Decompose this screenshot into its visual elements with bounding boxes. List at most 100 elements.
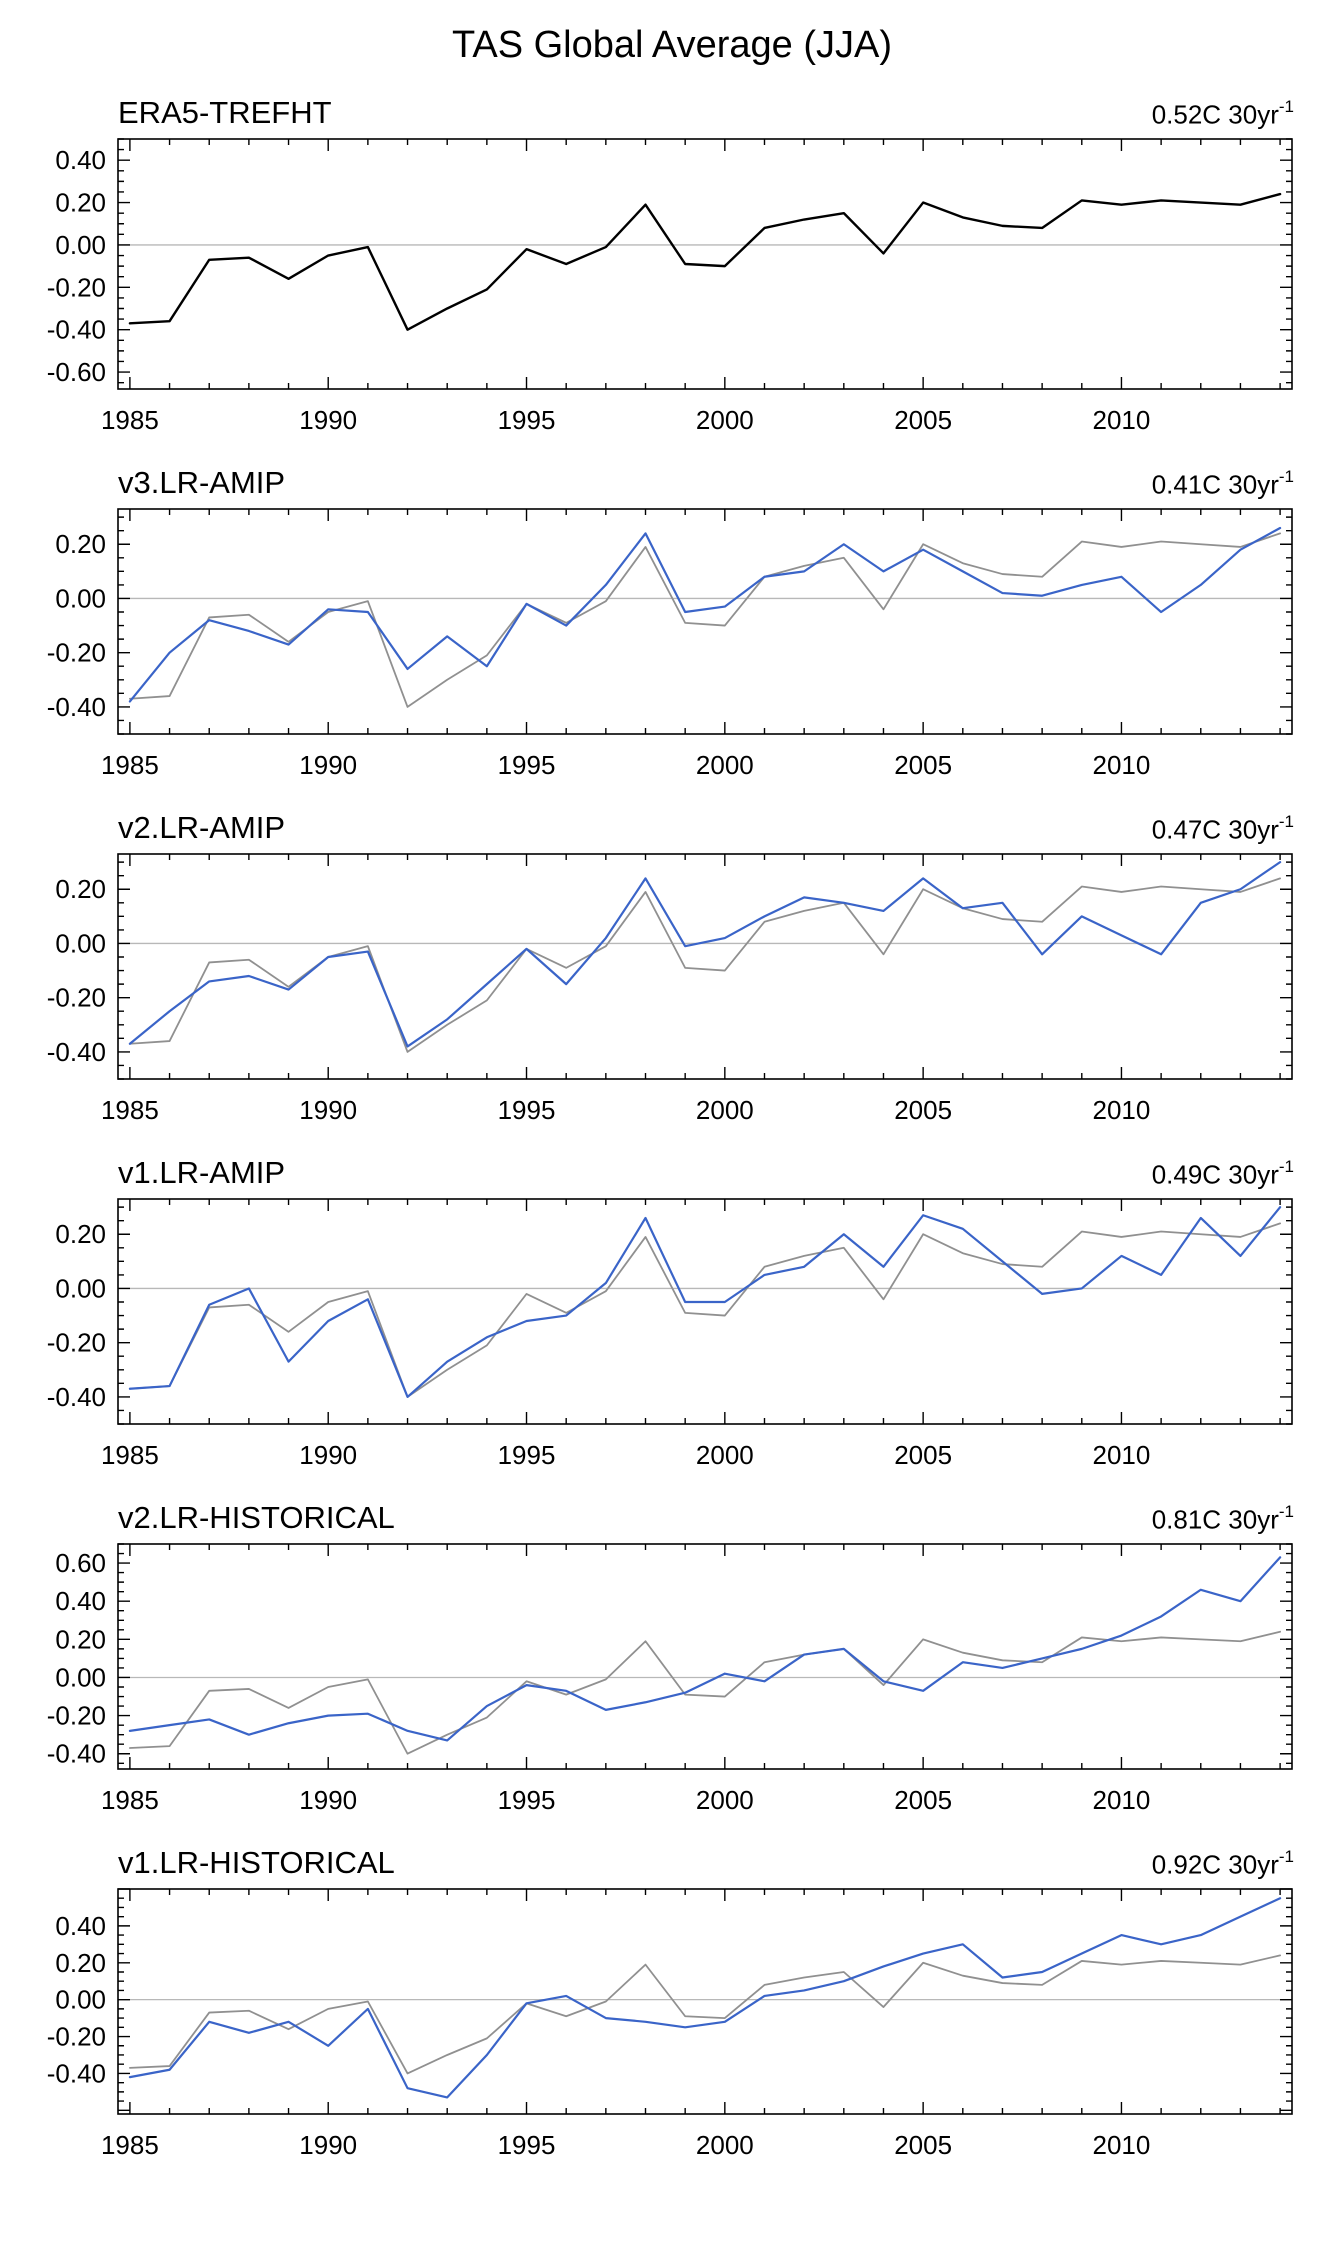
x-tick-label: 1995 bbox=[498, 2130, 556, 2160]
x-tick-label: 2005 bbox=[894, 1440, 952, 1470]
x-tick-label: 1995 bbox=[498, 1785, 556, 1815]
y-tick-label: -0.20 bbox=[47, 272, 106, 302]
rate-exponent: -1 bbox=[1278, 1847, 1294, 1867]
rate-text: 0.49C 30yr bbox=[1151, 1160, 1279, 1190]
panel-title: v1.LR-AMIP bbox=[118, 1155, 286, 1190]
chart-v2-lr-amip: 0.20 0.00 -0.20 -0.40 1985 1990 1995 2000 2005 20… bbox=[47, 853, 1293, 1125]
y-tick-label: 0.20 bbox=[55, 1948, 106, 1978]
trend-rate-label: 0.47C 30yr-1 bbox=[1151, 812, 1294, 846]
trend-rate-label: 0.81C 30yr-1 bbox=[1152, 1502, 1294, 1536]
x-tick-label: 2000 bbox=[696, 405, 754, 435]
y-tick-label: -0.40 bbox=[47, 315, 106, 345]
series-line-v2-lr-historical bbox=[128, 1556, 1282, 1742]
axis-ticks bbox=[118, 138, 1292, 389]
rate-exponent: -1 bbox=[1278, 812, 1294, 832]
y-tick-label: 0.00 bbox=[55, 1662, 106, 1692]
y-tick-label: 0.00 bbox=[55, 230, 106, 260]
panel-title: v3.LR-AMIP bbox=[118, 465, 286, 500]
x-tick-label: 2000 bbox=[696, 1095, 754, 1125]
y-tick-label: -0.20 bbox=[47, 983, 106, 1013]
y-tick-label: -0.40 bbox=[47, 1739, 106, 1769]
series-line-era5-trefht bbox=[128, 192, 1282, 331]
y-tick-label: 0.40 bbox=[55, 145, 106, 175]
y-tick-label: 0.00 bbox=[55, 1985, 106, 2015]
axis-ticks bbox=[118, 509, 1292, 735]
x-tick-label: 2010 bbox=[1093, 750, 1151, 780]
rate-exponent: -1 bbox=[1278, 1502, 1294, 1522]
rate-text: 0.52C 30yr bbox=[1151, 100, 1279, 130]
series-line-v1-lr-historical bbox=[128, 1897, 1282, 2099]
trend-rate-label: 0.49C 30yr-1 bbox=[1151, 1157, 1294, 1191]
y-tick-label: 0.20 bbox=[55, 529, 106, 559]
x-tick-label: 1990 bbox=[299, 1095, 357, 1125]
x-tick-label: 2005 bbox=[894, 750, 952, 780]
rate-text: 0.47C 30yr bbox=[1151, 815, 1279, 845]
x-tick-label: 2005 bbox=[894, 1095, 952, 1125]
axis-ticks bbox=[118, 1199, 1292, 1425]
plot-border bbox=[117, 1198, 1293, 1425]
x-tick-label: 1990 bbox=[299, 1440, 357, 1470]
series-line-v3-lr-amip bbox=[128, 526, 1282, 703]
panel-title: ERA5-TREFHT bbox=[118, 95, 332, 130]
plot-border bbox=[117, 1888, 1293, 2115]
chart-v1-lr-historical: 0.40 0.20 0.00 -0.20 -0.40 1985 1990 1995 2000 20… bbox=[47, 1888, 1293, 2160]
x-tick-label: 1990 bbox=[299, 1785, 357, 1815]
axis-ticks bbox=[118, 854, 1292, 1080]
plot-border bbox=[117, 508, 1293, 735]
panel-header: v3.LR-AMIP 0.41C 30yr-1 bbox=[0, 455, 1344, 501]
series-line-era5-trefht bbox=[128, 1954, 1282, 2075]
panel-v1-lr-historical: v1.LR-HISTORICAL 0.92C 30yr-1 0.40 0.20 0.… bbox=[0, 1835, 1344, 2166]
panel-v2-lr-historical: v2.LR-HISTORICAL 0.81C 30yr-1 0.60 0.40 0.… bbox=[0, 1490, 1344, 1821]
panel-title: v1.LR-HISTORICAL bbox=[118, 1845, 395, 1880]
x-tick-label: 2010 bbox=[1093, 1095, 1151, 1125]
series-line-era5-trefht bbox=[128, 877, 1282, 1053]
y-tick-label: 0.40 bbox=[55, 1586, 106, 1616]
trend-rate-label: 0.41C 30yr-1 bbox=[1152, 467, 1294, 501]
x-tick-label: 2010 bbox=[1093, 405, 1151, 435]
panel-header: ERA5-TREFHT 0.52C 30yr-1 bbox=[0, 85, 1344, 131]
x-tick-label: 1995 bbox=[498, 405, 556, 435]
series-line-era5-trefht bbox=[128, 1222, 1282, 1398]
x-tick-label: 2010 bbox=[1093, 2130, 1151, 2160]
trend-rate-label: 0.92C 30yr-1 bbox=[1152, 1847, 1294, 1881]
y-tick-label: -0.20 bbox=[47, 1328, 106, 1358]
series-line-era5-trefht bbox=[128, 1630, 1282, 1755]
panel-header: v1.LR-HISTORICAL 0.92C 30yr-1 bbox=[0, 1835, 1344, 1881]
y-tick-label: 0.00 bbox=[55, 583, 106, 613]
trend-rate-label: 0.52C 30yr-1 bbox=[1151, 97, 1294, 131]
x-tick-label: 2005 bbox=[894, 405, 952, 435]
y-tick-label: -0.40 bbox=[47, 2058, 106, 2088]
chart-v3-lr-amip: 0.20 0.00 -0.20 -0.40 1985 1990 1995 2000 2005 20… bbox=[47, 508, 1293, 780]
panel-title: v2.LR-HISTORICAL bbox=[118, 1500, 395, 1535]
x-tick-label: 1985 bbox=[101, 750, 159, 780]
axis-ticks bbox=[118, 1543, 1292, 1769]
x-tick-label: 1990 bbox=[299, 750, 357, 780]
y-tick-label: -0.40 bbox=[47, 1037, 106, 1067]
page-title: TAS Global Average (JJA) bbox=[451, 24, 892, 66]
panel-v1-lr-amip: v1.LR-AMIP 0.49C 30yr-1 0.20 0.00 -0.20 -0.… bbox=[0, 1145, 1344, 1476]
y-tick-label: -0.20 bbox=[47, 638, 106, 668]
x-tick-label: 1990 bbox=[299, 405, 357, 435]
plot-border bbox=[117, 1543, 1293, 1770]
series-line-v1-lr-amip bbox=[128, 1206, 1282, 1398]
y-tick-label: 0.00 bbox=[55, 1273, 106, 1303]
series-line-era5-trefht bbox=[128, 532, 1282, 708]
rate-exponent: -1 bbox=[1278, 97, 1294, 117]
plot-border bbox=[117, 138, 1293, 390]
panel-v2-lr-amip: v2.LR-AMIP 0.47C 30yr-1 0.20 0.00 -0.20 -0.… bbox=[0, 800, 1344, 1131]
panel-v3-lr-amip: v3.LR-AMIP 0.41C 30yr-1 0.20 0.00 -0.20 -0.… bbox=[0, 455, 1344, 786]
panel-era5-trefht: ERA5-TREFHT 0.52C 30yr-1 0.40 0.20 0.00 -0.… bbox=[0, 85, 1344, 441]
panel-title: v2.LR-AMIP bbox=[118, 810, 286, 845]
x-tick-label: 2000 bbox=[696, 1440, 754, 1470]
y-tick-label: 0.20 bbox=[55, 874, 106, 904]
y-tick-label: 0.40 bbox=[55, 1911, 106, 1941]
x-tick-label: 1985 bbox=[101, 2130, 159, 2160]
x-tick-label: 1985 bbox=[101, 1440, 159, 1470]
y-tick-label: -0.20 bbox=[47, 1701, 106, 1731]
chart-era5-trefht: 0.40 0.20 0.00 -0.20 -0.40 -0.60 1985 1990 1995 2… bbox=[47, 138, 1293, 435]
y-tick-label: 0.00 bbox=[55, 928, 106, 958]
x-tick-label: 1995 bbox=[498, 750, 556, 780]
x-tick-label: 1995 bbox=[498, 1440, 556, 1470]
x-tick-label: 2005 bbox=[894, 1785, 952, 1815]
series-line-v2-lr-amip bbox=[128, 861, 1282, 1048]
